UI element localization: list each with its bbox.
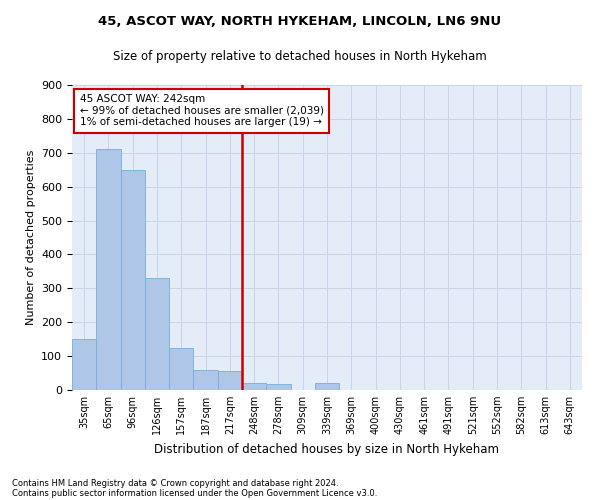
Text: Size of property relative to detached houses in North Hykeham: Size of property relative to detached ho… [113, 50, 487, 63]
Text: 45, ASCOT WAY, NORTH HYKEHAM, LINCOLN, LN6 9NU: 45, ASCOT WAY, NORTH HYKEHAM, LINCOLN, L… [98, 15, 502, 28]
Bar [315, 383, 339, 390]
Bar [145, 278, 169, 390]
X-axis label: Distribution of detached houses by size in North Hykeham: Distribution of detached houses by size … [155, 442, 499, 456]
Bar [169, 348, 193, 390]
Text: Contains HM Land Registry data © Crown copyright and database right 2024.: Contains HM Land Registry data © Crown c… [12, 478, 338, 488]
Text: Contains public sector information licensed under the Open Government Licence v3: Contains public sector information licen… [12, 488, 377, 498]
Bar [72, 339, 96, 390]
Bar [242, 383, 266, 390]
Bar [96, 150, 121, 390]
Text: 45 ASCOT WAY: 242sqm
← 99% of detached houses are smaller (2,039)
1% of semi-det: 45 ASCOT WAY: 242sqm ← 99% of detached h… [80, 94, 323, 128]
Bar [218, 372, 242, 390]
Bar [121, 170, 145, 390]
Bar [193, 370, 218, 390]
Bar [266, 384, 290, 390]
Y-axis label: Number of detached properties: Number of detached properties [26, 150, 35, 325]
